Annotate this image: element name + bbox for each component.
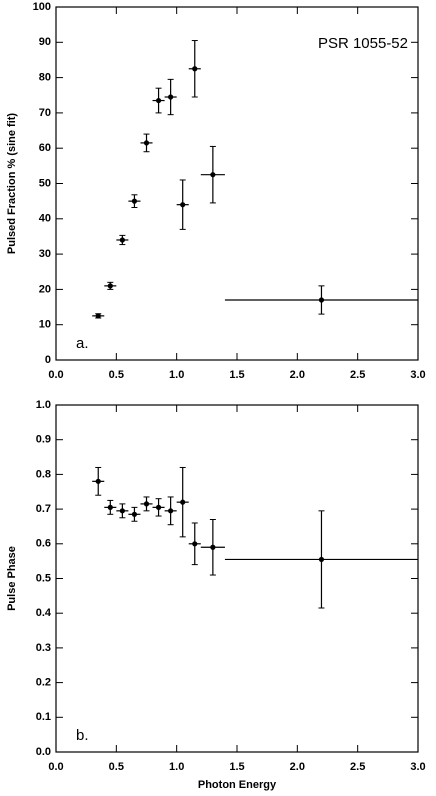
plot-frame xyxy=(55,6,419,361)
data-point xyxy=(95,313,101,319)
y-tick-label: 80 xyxy=(39,72,51,84)
y-tick-label: 0.3 xyxy=(36,642,51,654)
y-tick-label: 60 xyxy=(39,142,51,154)
y-tick-label: 0.5 xyxy=(36,572,51,584)
data-point xyxy=(143,501,150,507)
data-point xyxy=(155,504,162,510)
x-tick-label: 3.0 xyxy=(410,369,425,381)
y-tick-label: 0.0 xyxy=(36,746,51,758)
data-point xyxy=(155,97,162,104)
x-tick-label: 3.0 xyxy=(410,761,425,773)
y-tick-label: 70 xyxy=(39,107,51,119)
y-tick-label: 0.7 xyxy=(36,503,51,515)
x-tick-label: 0.5 xyxy=(109,369,124,381)
y-axis-label: Pulse Phase xyxy=(6,546,18,611)
y-tick-label: 0.6 xyxy=(36,538,51,550)
x-tick-label: 2.5 xyxy=(350,761,365,773)
y-tick-label: 1.0 xyxy=(36,399,51,411)
y-tick-label: 0 xyxy=(45,354,51,366)
x-tick-label: 2.0 xyxy=(290,761,305,773)
data-point xyxy=(143,140,150,146)
y-tick-label: 10 xyxy=(39,319,51,331)
y-tick-label: 0.4 xyxy=(36,607,52,619)
y-tick-label: 0.9 xyxy=(36,434,51,446)
data-point xyxy=(210,172,216,178)
x-axis-label: Photon Energy xyxy=(198,779,277,791)
data-point xyxy=(210,544,216,550)
x-tick-label: 1.5 xyxy=(229,369,244,381)
data-point xyxy=(318,297,325,303)
x-tick-label: 1.0 xyxy=(169,761,184,773)
data-point xyxy=(119,508,125,514)
y-tick-label: 40 xyxy=(39,213,51,225)
y-axis-label: Pulsed Fraction % (sine fit) xyxy=(6,113,18,255)
x-tick-label: 2.5 xyxy=(350,369,365,381)
data-point xyxy=(318,556,325,563)
data-point xyxy=(119,237,125,243)
annotation: PSR 1055-52 xyxy=(318,35,408,52)
data-point xyxy=(95,478,101,484)
panel-label: a. xyxy=(76,335,89,352)
y-tick-label: 0.1 xyxy=(36,711,51,723)
y-tick-label: 90 xyxy=(39,36,51,48)
data-point xyxy=(168,508,174,514)
y-tick-label: 50 xyxy=(39,177,51,189)
y-tick-label: 0.2 xyxy=(36,677,51,689)
x-tick-label: 0.0 xyxy=(48,369,63,381)
x-tick-label: 2.0 xyxy=(290,369,305,381)
data-point xyxy=(107,283,113,289)
y-tick-label: 0.8 xyxy=(36,468,51,480)
panel-label: b. xyxy=(76,727,89,744)
data-point xyxy=(131,198,138,204)
data-point xyxy=(180,202,186,208)
data-point xyxy=(131,511,138,517)
y-tick-label: 20 xyxy=(39,283,51,295)
data-point xyxy=(192,541,198,547)
x-tick-label: 1.0 xyxy=(169,369,184,381)
x-tick-label: 0.5 xyxy=(109,761,124,773)
plot-frame xyxy=(55,404,419,753)
data-point xyxy=(168,94,174,100)
x-tick-label: 1.5 xyxy=(229,761,244,773)
data-point xyxy=(107,504,113,510)
y-tick-label: 30 xyxy=(39,248,51,260)
y-tick-label: 100 xyxy=(33,1,51,13)
data-point xyxy=(180,499,186,505)
x-tick-label: 0.0 xyxy=(48,761,63,773)
data-point xyxy=(192,66,198,72)
